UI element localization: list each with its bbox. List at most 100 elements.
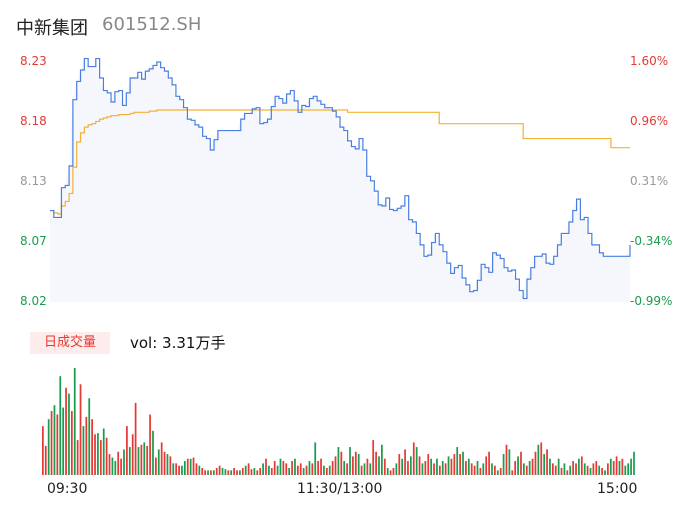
volume-bar	[50, 411, 53, 475]
volume-bar	[386, 468, 389, 475]
volume-bar	[630, 458, 632, 475]
volume-bar	[624, 465, 627, 475]
volume-bar	[343, 461, 346, 475]
volume-bar	[99, 440, 102, 475]
volume-bar	[76, 440, 79, 475]
price-tick-3: 8.13	[20, 174, 47, 188]
volume-bar	[444, 463, 447, 475]
volume-bar	[131, 434, 134, 475]
volume-bar	[163, 451, 166, 475]
volume-bar	[97, 433, 99, 475]
volume-bar	[256, 470, 259, 475]
volume-bar	[291, 461, 293, 475]
price-tick-5: 8.02	[20, 294, 47, 308]
volume-bar	[418, 456, 421, 475]
volume-bar	[375, 451, 377, 475]
volume-bar	[299, 463, 302, 475]
volume-bar	[247, 463, 250, 475]
volume-bar	[415, 447, 418, 475]
volume-bar	[105, 437, 108, 475]
volume-bar	[123, 449, 125, 475]
volume-bar	[215, 468, 218, 475]
volume-bar	[352, 456, 354, 475]
volume-bar	[331, 461, 334, 475]
volume-bar	[325, 468, 328, 475]
volume-bar	[47, 419, 50, 475]
volume-bar	[241, 468, 244, 475]
volume-bar	[615, 456, 618, 475]
volume-bar	[383, 458, 386, 475]
volume-bar	[453, 454, 456, 475]
volume-bar	[296, 465, 299, 475]
volume-bar	[479, 468, 482, 475]
volume-bar	[389, 470, 392, 475]
volume-bar	[244, 465, 247, 475]
volume-bar	[392, 468, 395, 475]
volume-bar	[575, 463, 577, 475]
price-area	[50, 58, 630, 302]
volume-bar	[363, 463, 366, 475]
volume-bar	[505, 444, 508, 475]
volume-bar	[259, 468, 262, 475]
volume-bar	[354, 451, 357, 475]
volume-bar	[210, 470, 212, 475]
volume-bar	[239, 470, 241, 475]
volume-bar	[436, 458, 438, 475]
volume-bar	[65, 387, 67, 475]
volume-bar	[546, 449, 548, 475]
volume-bar	[175, 463, 178, 475]
pct-tick-2: 0.96%	[630, 114, 669, 128]
volume-bar	[601, 468, 603, 475]
volume-bar	[473, 465, 476, 475]
volume-bar	[514, 461, 517, 475]
volume-bar	[137, 447, 140, 475]
volume-bar	[511, 470, 514, 475]
volume-bar	[612, 461, 615, 475]
volume-bar	[494, 465, 496, 475]
volume-bar	[520, 451, 522, 475]
volume-bar	[201, 468, 204, 475]
volume-bar	[595, 461, 598, 475]
volume-bar	[496, 470, 499, 475]
volume-bar	[166, 454, 169, 475]
volume-bar	[421, 463, 424, 475]
volume-bar	[531, 458, 534, 475]
stock-code: 601512.SH	[102, 14, 202, 35]
volume-bar	[120, 458, 122, 475]
volume-bar	[68, 393, 70, 475]
volume-bar	[140, 444, 143, 475]
volume-bar	[627, 463, 630, 475]
volume-bar	[102, 428, 105, 475]
volume-bar	[114, 461, 117, 475]
volume-bar	[183, 461, 186, 475]
volume-bar	[476, 461, 479, 475]
volume-bar	[157, 449, 160, 475]
volume-bar	[381, 444, 383, 475]
volume-bar	[621, 458, 624, 475]
volume-bar	[540, 442, 543, 475]
volume-bar	[467, 458, 470, 475]
volume-bar	[462, 451, 464, 475]
volume-bar	[44, 445, 47, 475]
volume-bar	[195, 463, 198, 475]
volume-bar	[198, 465, 201, 475]
volume-bar	[337, 447, 340, 475]
volume-bar	[111, 457, 114, 475]
volume-bar	[441, 461, 444, 475]
volume-bar	[485, 456, 488, 475]
volume-bar	[537, 444, 540, 475]
volume-bar	[227, 470, 230, 475]
volume-bar	[450, 458, 453, 475]
volume-bar	[62, 407, 65, 475]
volume-bar	[270, 468, 273, 475]
volume-bar	[598, 465, 601, 475]
volume-bar	[288, 468, 291, 475]
volume-bar	[311, 463, 314, 475]
volume-bar	[583, 463, 586, 475]
volume-bar	[273, 461, 276, 475]
volume-bar	[207, 470, 209, 475]
volume-bar	[236, 470, 238, 475]
volume-bar	[508, 449, 511, 475]
volume-bar	[94, 434, 96, 475]
price-tick-4: 8.07	[20, 234, 47, 248]
